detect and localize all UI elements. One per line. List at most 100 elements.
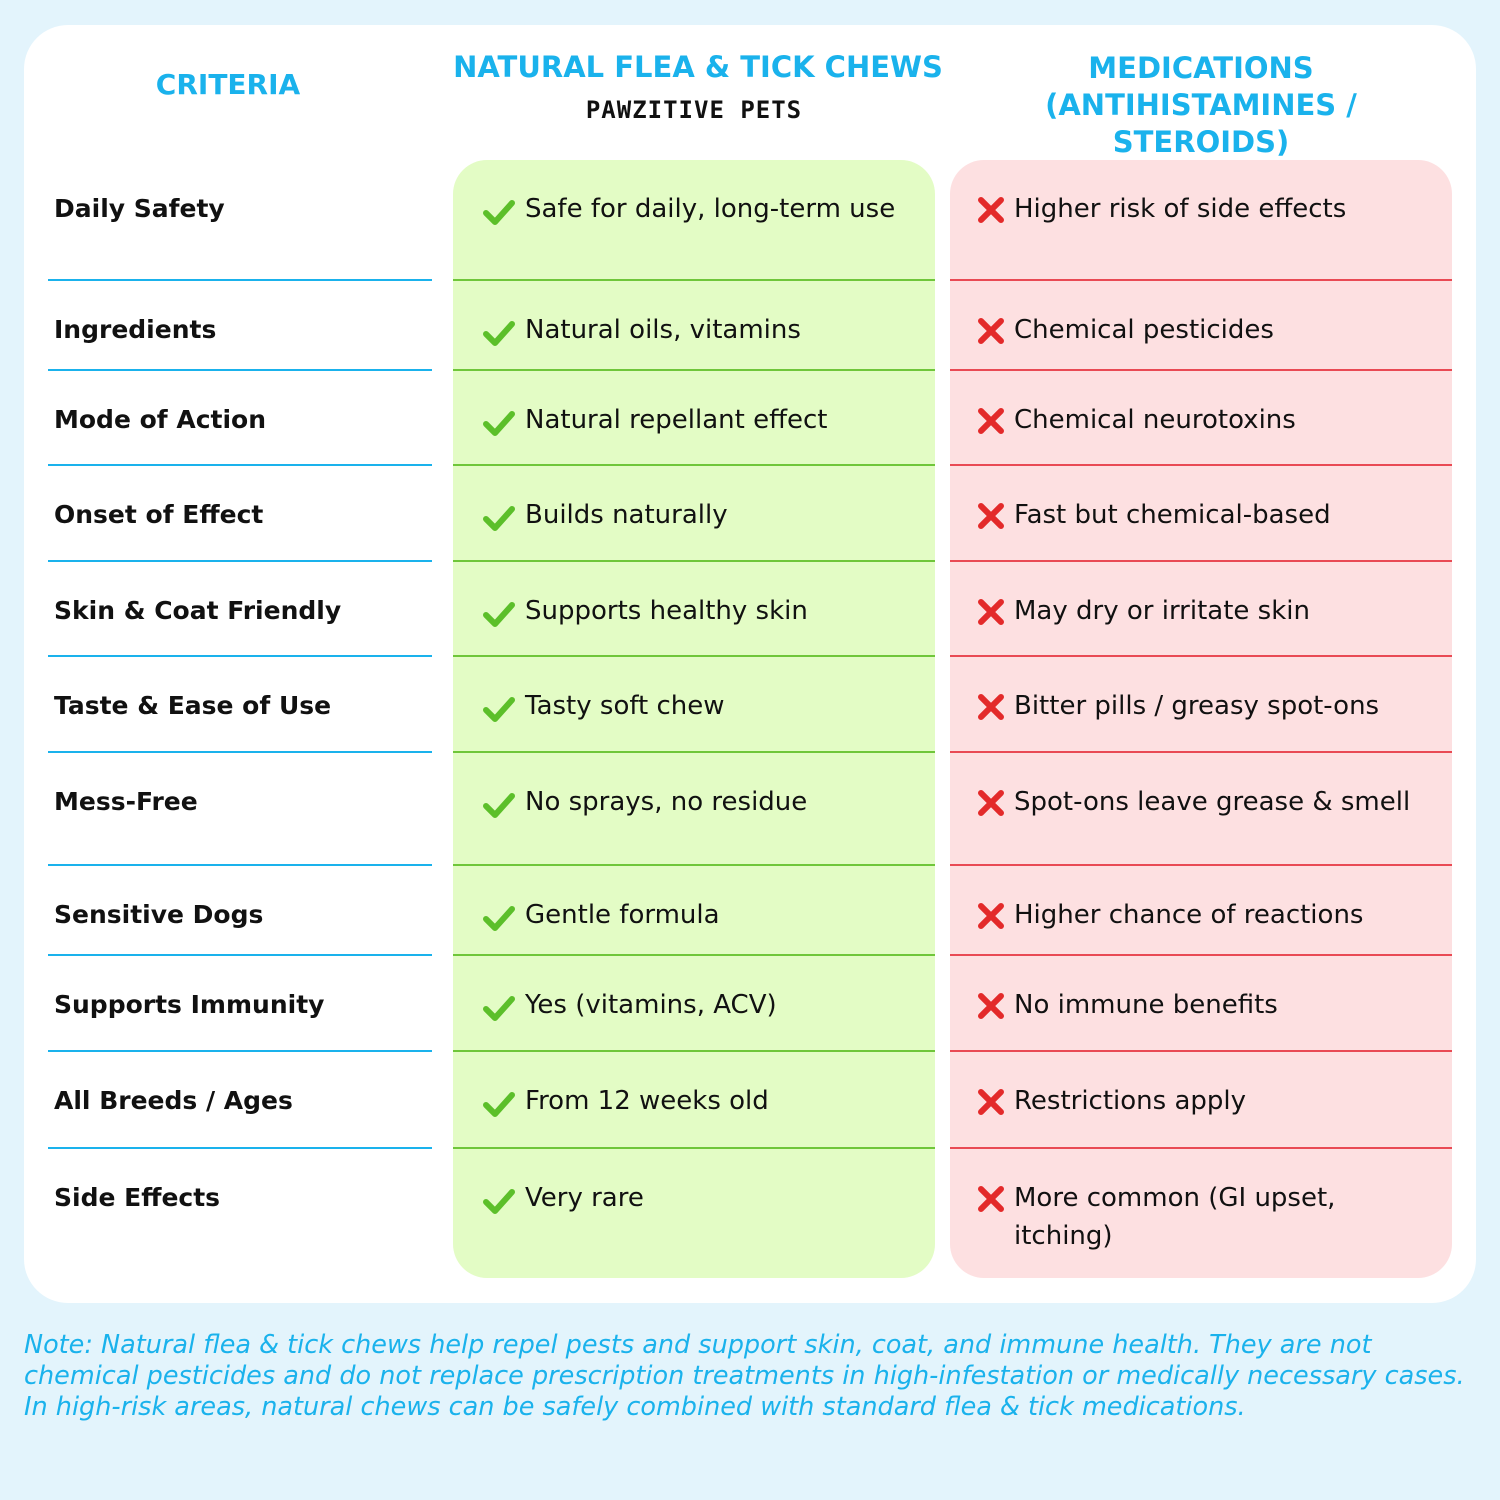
medication-cell: Higher chance of reactions — [950, 866, 1452, 956]
criteria-cell: Skin & Coat Friendly — [48, 562, 432, 657]
natural-cell: Very rare — [453, 1149, 935, 1278]
table-row: Daily Safety Safe for daily, long-term us… — [0, 160, 1500, 281]
medication-value: Chemical pesticides — [1014, 315, 1274, 345]
x-icon — [977, 196, 1005, 224]
criteria-cell: Ingredients — [48, 281, 432, 371]
x-icon — [977, 902, 1005, 930]
table-row: Ingredients Natural oils, vitamins Chemica… — [0, 281, 1500, 371]
medication-value: Chemical neurotoxins — [1014, 405, 1296, 435]
medication-cell: Chemical neurotoxins — [950, 371, 1452, 466]
table-row: Mess-Free No sprays, no residue Spot-ons l… — [0, 753, 1500, 866]
criteria-cell: Mess-Free — [48, 753, 432, 866]
natural-cell: Supports healthy skin — [453, 562, 935, 657]
criteria-cell: Side Effects — [48, 1149, 432, 1278]
medication-value: Spot-ons leave grease & smell — [1014, 787, 1411, 817]
natural-cell: Builds naturally — [453, 466, 935, 562]
natural-cell: Tasty soft chew — [453, 657, 935, 753]
natural-header: NATURAL FLEA & TICK CHEWS — [453, 50, 943, 84]
natural-value: Tasty soft chew — [525, 691, 725, 721]
criteria-label: Skin & Coat Friendly — [54, 596, 342, 625]
medication-cell: Fast but chemical-based — [950, 466, 1452, 562]
criteria-label: Mode of Action — [54, 405, 267, 434]
criteria-label: All Breeds / Ages — [54, 1086, 293, 1115]
x-icon — [977, 407, 1005, 435]
table-row: Skin & Coat Friendly Supports healthy ski… — [0, 562, 1500, 657]
medication-cell: Higher risk of side effects — [950, 160, 1452, 281]
medication-value: Fast but chemical-based — [1014, 500, 1331, 530]
natural-value: Supports healthy skin — [525, 596, 808, 626]
check-icon — [483, 1088, 515, 1120]
criteria-label: Supports Immunity — [54, 990, 325, 1019]
table-row: Sensitive Dogs Gentle formula Higher chanc… — [0, 866, 1500, 956]
check-icon — [483, 502, 515, 534]
x-icon — [977, 693, 1005, 721]
medication-cell: More common (GI upset, itching) — [950, 1149, 1452, 1278]
check-icon — [483, 902, 515, 934]
natural-cell: From 12 weeks old — [453, 1052, 935, 1149]
criteria-label: Mess-Free — [54, 787, 198, 816]
x-icon — [977, 789, 1005, 817]
medication-cell: Chemical pesticides — [950, 281, 1452, 371]
table-row: All Breeds / Ages From 12 weeks old Restri… — [0, 1052, 1500, 1149]
medications-header: MEDICATIONS (ANTIHISTAMINES / STEROIDS) — [955, 50, 1447, 161]
medication-value: Higher risk of side effects — [1014, 194, 1347, 224]
natural-value: Builds naturally — [525, 500, 728, 530]
check-icon — [483, 317, 515, 349]
natural-value: Safe for daily, long-term use — [525, 194, 896, 224]
medication-value: May dry or irritate skin — [1014, 596, 1310, 626]
natural-cell: Natural repellant effect — [453, 371, 935, 466]
x-icon — [977, 1185, 1005, 1213]
criteria-cell: Taste & Ease of Use — [48, 657, 432, 753]
x-icon — [977, 317, 1005, 345]
criteria-label: Ingredients — [54, 315, 217, 344]
criteria-cell: Sensitive Dogs — [48, 866, 432, 956]
medications-header-line2: (ANTIHISTAMINES / STEROIDS) — [1045, 88, 1357, 159]
check-icon — [483, 598, 515, 630]
x-icon — [977, 992, 1005, 1020]
check-icon — [483, 693, 515, 725]
natural-value: Natural repellant effect — [525, 405, 828, 435]
medication-value: Restrictions apply — [1014, 1086, 1247, 1116]
check-icon — [483, 789, 515, 821]
medication-value: Higher chance of reactions — [1014, 900, 1364, 930]
natural-value: Natural oils, vitamins — [525, 315, 801, 345]
natural-cell: Safe for daily, long-term use — [453, 160, 935, 281]
criteria-label: Sensitive Dogs — [54, 900, 264, 929]
brand-name: PAWZITIVE PETS — [585, 96, 803, 124]
medication-value: More common (GI upset, itching) — [1014, 1183, 1336, 1251]
check-icon — [483, 1185, 515, 1217]
medication-cell: Bitter pills / greasy spot-ons — [950, 657, 1452, 753]
natural-value: Yes (vitamins, ACV) — [525, 990, 777, 1020]
medications-header-line1: MEDICATIONS — [1088, 51, 1314, 85]
medication-cell: No immune benefits — [950, 956, 1452, 1052]
footnote: Note: Natural flea & tick chews help rep… — [24, 1330, 1465, 1422]
criteria-cell: Supports Immunity — [48, 956, 432, 1052]
check-icon — [483, 992, 515, 1024]
medication-value: Bitter pills / greasy spot-ons — [1014, 691, 1380, 721]
criteria-cell: Mode of Action — [48, 371, 432, 466]
natural-cell: Gentle formula — [453, 866, 935, 956]
table-row: Supports Immunity Yes (vitamins, ACV) No i… — [0, 956, 1500, 1052]
x-icon — [977, 502, 1005, 530]
natural-value: No sprays, no residue — [525, 787, 808, 817]
table-row: Taste & Ease of Use Tasty soft chew Bitter… — [0, 657, 1500, 753]
medication-value: No immune benefits — [1014, 990, 1278, 1020]
medication-cell: Restrictions apply — [950, 1052, 1452, 1149]
medication-cell: Spot-ons leave grease & smell — [950, 753, 1452, 866]
medication-cell: May dry or irritate skin — [950, 562, 1452, 657]
criteria-label: Side Effects — [54, 1183, 221, 1212]
criteria-header: CRITERIA — [155, 68, 301, 101]
natural-column-bg — [453, 160, 935, 1278]
table-row: Mode of Action Natural repellant effect Ch… — [0, 371, 1500, 466]
x-icon — [977, 1088, 1005, 1116]
natural-cell: Natural oils, vitamins — [453, 281, 935, 371]
table-row: Onset of Effect Builds naturally Fast but… — [0, 466, 1500, 562]
criteria-cell: Onset of Effect — [48, 466, 432, 562]
x-icon — [977, 598, 1005, 626]
criteria-label: Daily Safety — [54, 194, 225, 223]
check-icon — [483, 407, 515, 439]
criteria-cell: Daily Safety — [48, 160, 432, 281]
criteria-label: Taste & Ease of Use — [54, 691, 332, 720]
natural-cell: No sprays, no residue — [453, 753, 935, 866]
natural-cell: Yes (vitamins, ACV) — [453, 956, 935, 1052]
